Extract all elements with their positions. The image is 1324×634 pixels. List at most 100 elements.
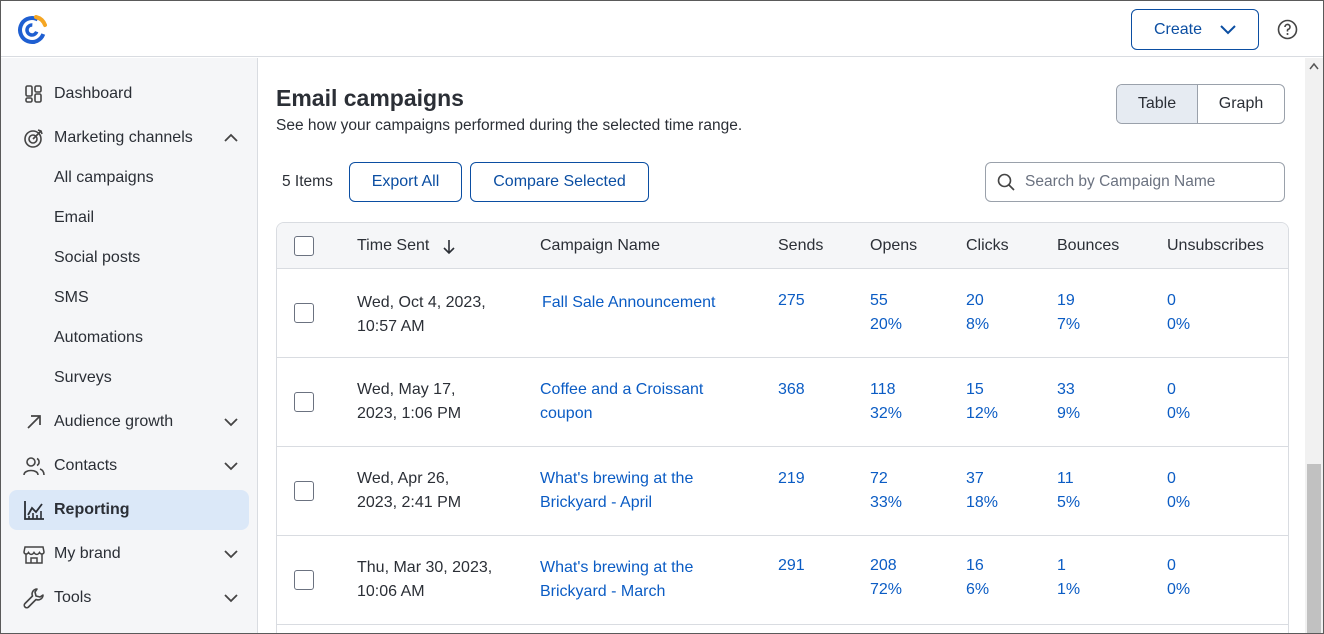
contacts-icon [23,455,45,477]
row-checkbox[interactable] [294,303,314,323]
clicks-link[interactable]: 16 6% [966,557,990,598]
sidebar-item-label: Surveys [54,369,112,386]
sidebar-item-all-campaigns[interactable]: All campaigns [9,158,249,198]
column-header-unsubscribes[interactable]: Unsubscribes [1167,237,1264,254]
export-all-button[interactable]: Export All [349,162,462,202]
column-header-sends[interactable]: Sends [778,237,824,254]
sidebar-item-label: Audience growth [54,413,174,430]
sidebar-item-label: Marketing channels [54,129,193,146]
sends-link[interactable]: 368 [778,381,805,398]
time-sent: Wed, Apr 26, 2023, 2:41 PM [357,470,462,511]
arrow-up-right-icon [23,411,45,433]
sidebar-item-automations[interactable]: Automations [9,318,249,358]
help-icon[interactable] [1277,19,1298,40]
table-header: Time Sent Campaign Name Sends Opens Clic… [277,223,1288,269]
campaign-name-link[interactable]: Coffee and a Croissant coupon [540,381,704,422]
campaign-name-link[interactable]: Fall Sale Announcement [542,294,716,311]
wrench-icon [23,587,45,609]
search-icon [997,173,1015,191]
bounces-link[interactable]: 1 1% [1057,557,1081,598]
chevron-down-icon [224,594,238,603]
opens-link[interactable]: 72 33% [870,470,903,511]
sidebar-item-label: Contacts [54,457,118,474]
unsubscribes-link[interactable]: 0 0% [1167,381,1191,422]
create-button-label: Create [1153,20,1203,38]
sidebar-item-audience-growth[interactable]: Audience growth [9,402,249,442]
sidebar: Dashboard Marketing channels All campaig… [1,58,258,633]
sidebar-item-reporting[interactable]: Reporting [9,490,249,530]
row-checkbox[interactable] [294,570,314,590]
sidebar-item-email[interactable]: Email [9,198,249,238]
column-header-opens[interactable]: Opens [870,237,918,254]
page-subtitle: See how your campaigns performed during … [276,117,743,134]
sidebar-item-label: SMS [54,289,89,306]
bounces-link[interactable]: 19 7% [1057,292,1081,333]
time-sent: Wed, May 17, 2023, 1:06 PM [357,381,462,422]
table-row: Wed, Oct 4, 2023, 10:57 AM Fall Sale Anno… [277,269,1288,358]
sidebar-item-label: Automations [54,329,143,346]
compare-selected-button[interactable]: Compare Selected [470,162,649,202]
sidebar-item-my-brand[interactable]: My brand [9,534,249,574]
sidebar-item-marketing-channels[interactable]: Marketing channels [9,118,249,158]
sidebar-item-tools[interactable]: Tools [9,578,249,618]
table-row: Wed, May 17, 2023, 1:06 PM Coffee and a C… [277,358,1288,447]
sidebar-item-label: All campaigns [54,169,154,186]
campaign-name-link[interactable]: What's brewing at the Brickyard - March [540,559,694,600]
bounces-link[interactable]: 11 5% [1057,470,1081,511]
sidebar-item-label: Social posts [54,249,141,266]
column-header-bounces[interactable]: Bounces [1057,237,1120,254]
bounces-link[interactable]: 33 9% [1057,381,1081,422]
sidebar-item-social-posts[interactable]: Social posts [9,238,249,278]
create-button[interactable]: Create [1131,9,1259,50]
scrollbar-thumb[interactable] [1307,464,1321,633]
column-header-time-sent[interactable]: Time Sent [357,237,430,254]
sends-link[interactable]: 219 [778,470,805,487]
target-icon [23,127,45,149]
opens-link[interactable]: 55 20% [870,292,903,333]
sidebar-item-dashboard[interactable]: Dashboard [9,74,249,114]
sidebar-item-label: Tools [54,589,92,606]
column-header-clicks[interactable]: Clicks [966,237,1009,254]
view-toggle: Table Graph [1116,84,1285,124]
sidebar-item-contacts[interactable]: Contacts [9,446,249,486]
sends-link[interactable]: 291 [778,557,805,574]
dashboard-icon [23,83,45,105]
scrollbar[interactable] [1305,58,1323,633]
sidebar-item-surveys[interactable]: Surveys [9,358,249,398]
clicks-link[interactable]: 15 12% [966,381,999,422]
column-header-campaign-name[interactable]: Campaign Name [540,237,661,254]
chart-icon [23,499,45,521]
sort-descending-icon[interactable] [442,239,456,255]
chevron-down-icon [224,418,238,427]
sidebar-item-label: Email [54,209,95,226]
clicks-link[interactable]: 37 18% [966,470,999,511]
campaign-search [985,162,1285,202]
clicks-link[interactable]: 20 8% [966,292,990,333]
sidebar-item-sms[interactable]: SMS [9,278,249,318]
unsubscribes-link[interactable]: 0 0% [1167,292,1191,333]
constant-contact-logo-icon[interactable] [16,13,48,45]
chevron-down-icon [224,550,238,559]
graph-view-button[interactable]: Graph [1218,95,1264,112]
campaign-name-link[interactable]: What's brewing at the Brickyard - April [540,470,694,511]
search-input[interactable] [1025,173,1265,191]
time-sent: Wed, Oct 4, 2023, 10:57 AM [357,294,486,335]
unsubscribes-link[interactable]: 0 0% [1167,557,1191,598]
table-row: Thu, Mar 30, 2023, 10:06 AM What's brewin… [277,536,1288,625]
row-checkbox[interactable] [294,481,314,501]
opens-link[interactable]: 118 32% [870,381,903,422]
sidebar-item-label: My brand [54,545,121,562]
sidebar-item-label: Dashboard [54,85,133,102]
table-row: Wed, Apr 26, 2023, 2:41 PM What's brewing… [277,447,1288,536]
page-title: Email campaigns [276,85,464,111]
sends-link[interactable]: 275 [778,292,805,309]
table-view-button[interactable]: Table [1117,85,1198,123]
scroll-up-arrow-icon[interactable] [1309,62,1319,70]
time-sent: Thu, Mar 30, 2023, 10:06 AM [357,559,493,600]
unsubscribes-link[interactable]: 0 0% [1167,470,1191,511]
row-checkbox[interactable] [294,392,314,412]
opens-link[interactable]: 208 72% [870,557,903,598]
top-bar: Create [1,1,1323,57]
select-all-checkbox[interactable] [294,236,314,256]
